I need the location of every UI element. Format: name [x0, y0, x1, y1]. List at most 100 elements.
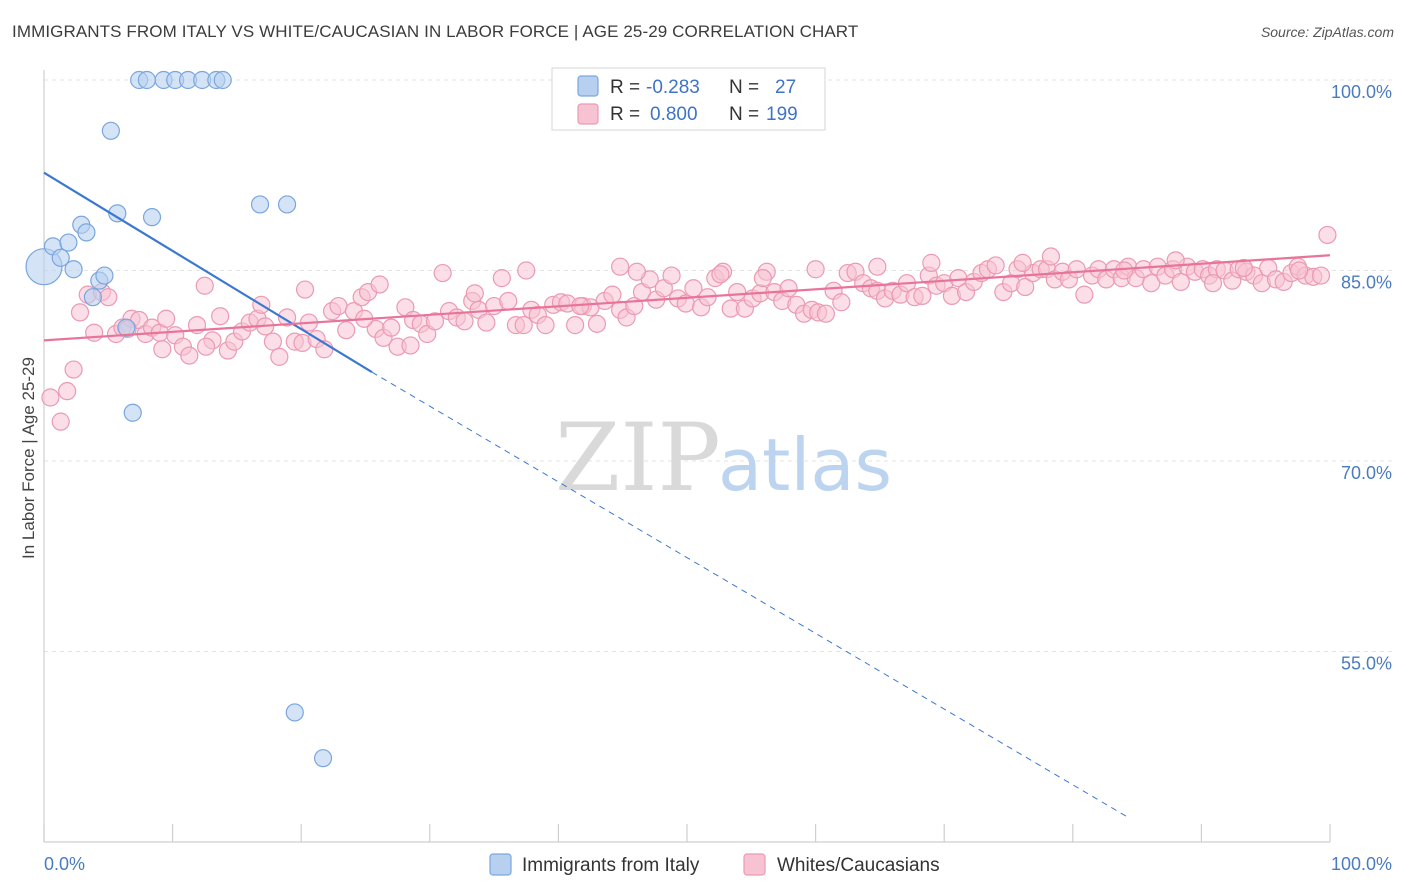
scatter-point-whites	[195, 276, 214, 295]
scatter-point-italy	[64, 260, 83, 279]
scatter-point-whites	[913, 286, 932, 305]
scatter-point-italy	[137, 70, 156, 90]
legend-r-label-whites: R =	[610, 104, 640, 125]
scatter-point-whites	[58, 382, 77, 401]
scatter-point-whites	[337, 321, 356, 340]
scatter-point-whites	[70, 303, 90, 322]
scatter-point-whites	[1041, 247, 1061, 266]
chart-title: IMMIGRANTS FROM ITALY VS WHITE/CAUCASIAN…	[12, 22, 859, 41]
x-axis-ticks	[43, 824, 1331, 842]
legend-r-value-italy: -0.283	[646, 77, 700, 98]
scatter-point-whites	[196, 337, 216, 356]
scatter-point-italy	[101, 121, 120, 140]
scatter-point-italy	[213, 70, 232, 90]
scatter-point-whites	[477, 313, 496, 332]
watermark-atlas: atlas	[718, 423, 892, 507]
trend-line-whites	[43, 254, 1331, 342]
bottom-swatch-italy	[489, 853, 512, 876]
legend-swatch-whites	[577, 103, 599, 125]
scatter-point-whites	[728, 282, 747, 302]
y-tick-label: 55.0%	[1341, 654, 1392, 674]
italy-points	[25, 70, 333, 768]
scatter-point-whites	[1311, 266, 1331, 285]
x-tick-max: 100.0%	[1331, 854, 1392, 874]
legend-r-value-whites: 0.800	[650, 104, 698, 125]
scatter-point-whites	[370, 275, 389, 294]
scatter-point-whites	[1075, 285, 1094, 304]
scatter-point-whites	[433, 263, 452, 283]
scatter-point-italy	[277, 195, 297, 214]
y-tick-label: 70.0%	[1341, 463, 1392, 483]
scatter-point-whites	[465, 284, 484, 303]
scatter-point-whites	[662, 266, 681, 285]
scatter-point-whites	[180, 346, 199, 365]
scatter-point-whites	[587, 314, 607, 333]
scatter-point-whites	[806, 260, 825, 279]
scatter-point-whites	[382, 318, 401, 337]
bottom-swatch-whites	[743, 853, 766, 876]
scatter-point-whites	[779, 279, 798, 298]
scatter-point-italy	[51, 248, 70, 267]
scatter-point-italy	[313, 749, 333, 768]
scatter-point-whites	[986, 256, 1005, 275]
scatter-point-whites	[1142, 274, 1161, 293]
scatter-point-whites	[1013, 253, 1032, 272]
scatter-point-whites	[263, 332, 283, 351]
scatter-point-whites	[499, 291, 518, 311]
scatter-point-whites	[401, 336, 420, 355]
y-tick-labels: 100.0% 85.0% 70.0% 55.0%	[1331, 82, 1392, 674]
scatter-point-whites	[41, 388, 60, 407]
scatter-point-whites	[1318, 225, 1337, 245]
scatter-point-whites	[455, 312, 474, 331]
scatter-point-whites	[295, 280, 315, 299]
legend-bottom: Immigrants from Italy Whites/Caucasians	[489, 853, 940, 876]
trend-line-italy-extension	[371, 371, 1128, 818]
scatter-point-whites	[627, 262, 646, 281]
scatter-point-whites	[329, 296, 348, 316]
scatter-point-whites	[711, 265, 730, 284]
scatter-point-whites	[270, 347, 289, 366]
legend-n-value-italy: 27	[775, 77, 796, 98]
scatter-point-whites	[1234, 258, 1253, 278]
scatter-point-whites	[517, 261, 536, 280]
scatter-point-whites	[1171, 272, 1190, 292]
trend-lines	[43, 171, 1331, 818]
x-tick-min: 0.0%	[44, 854, 85, 874]
scatter-point-whites	[514, 316, 533, 335]
scatter-point-whites	[1290, 261, 1309, 280]
scatter-point-italy	[95, 266, 114, 285]
scatter-point-whites	[99, 288, 118, 307]
scatter-point-italy	[77, 223, 96, 242]
bottom-label-italy: Immigrants from Italy	[522, 855, 700, 876]
y-axis-label: In Labor Force | Age 25-29	[19, 357, 38, 559]
legend-n-label-whites: N =	[729, 104, 759, 125]
y-tick-label: 100.0%	[1331, 82, 1392, 102]
gridlines	[44, 79, 1392, 652]
legend-top: R = -0.283 N = 27 R = 0.800 N = 199	[551, 67, 826, 131]
scatter-point-whites	[1067, 260, 1086, 279]
scatter-point-whites	[753, 269, 772, 288]
legend-n-label-italy: N =	[729, 77, 759, 98]
scatter-point-whites	[157, 309, 176, 328]
scatter-point-whites	[832, 293, 851, 312]
scatter-point-italy	[59, 233, 78, 252]
scatter-point-whites	[1203, 274, 1223, 293]
scatter-point-whites	[211, 307, 230, 326]
scatter-point-whites	[153, 340, 172, 359]
y-tick-label: 85.0%	[1341, 273, 1392, 293]
scatter-point-whites	[611, 257, 630, 276]
scatter-point-italy	[117, 318, 136, 337]
whites-points	[41, 225, 1337, 431]
trend-line-italy	[43, 171, 373, 374]
scatter-point-italy	[250, 195, 270, 214]
scatter-point-italy	[285, 703, 304, 722]
scatter-point-whites	[425, 312, 445, 331]
bottom-label-whites: Whites/Caucasians	[777, 855, 940, 876]
legend-n-value-whites: 199	[766, 104, 798, 125]
scatter-point-whites	[64, 360, 83, 379]
scatter-point-italy	[83, 288, 102, 307]
scatter-point-whites	[536, 316, 555, 335]
scatter-point-whites	[868, 257, 887, 276]
scatter-point-whites	[277, 308, 297, 327]
